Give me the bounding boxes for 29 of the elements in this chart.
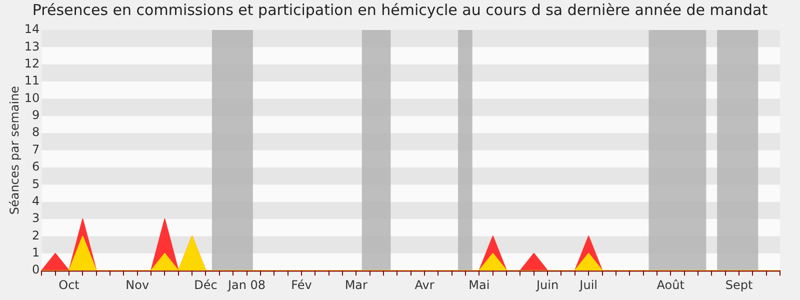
- chart-title: Présences en commissions et participation en hémicycle au cours d sa dernière année de mandat: [31, 1, 769, 19]
- x-tick-label: Jan 08: [226, 278, 266, 292]
- y-tick-label: 2: [32, 228, 40, 242]
- y-tick-label: 8: [32, 125, 40, 140]
- y-tick-label: 10: [24, 90, 40, 105]
- y-tick-label: 7: [32, 142, 40, 156]
- x-tick-label: Fév: [291, 278, 312, 292]
- x-tick-label: Déc: [194, 278, 218, 292]
- y-tick-label: 4: [32, 194, 40, 208]
- y-tick-label: 5: [32, 176, 40, 191]
- y-tick-label: 1: [32, 246, 40, 260]
- x-tick-label: Août: [656, 278, 685, 292]
- y-tick-label: 0: [32, 262, 40, 277]
- y-tick-label: 12: [24, 56, 40, 70]
- x-tick-label: Mar: [344, 278, 368, 292]
- x-tick-label: Juil: [578, 278, 598, 292]
- x-tick-label: Nov: [126, 278, 150, 292]
- y-tick-label: 13: [24, 39, 40, 54]
- x-tick-label: Juin: [536, 278, 559, 292]
- x-tick-label: Oct: [58, 278, 80, 292]
- y-axis-title: Séances par semaine: [7, 86, 22, 215]
- x-tick-label: Mai: [468, 278, 490, 292]
- y-tick-label: 14: [24, 22, 40, 36]
- y-tick-label: 3: [32, 211, 40, 226]
- y-tick-label: 11: [24, 74, 40, 88]
- x-tick-label: Avr: [414, 278, 434, 292]
- x-tick-label: Sept: [725, 278, 753, 292]
- y-tick-label: 6: [32, 160, 40, 174]
- y-tick-label: 9: [32, 108, 40, 122]
